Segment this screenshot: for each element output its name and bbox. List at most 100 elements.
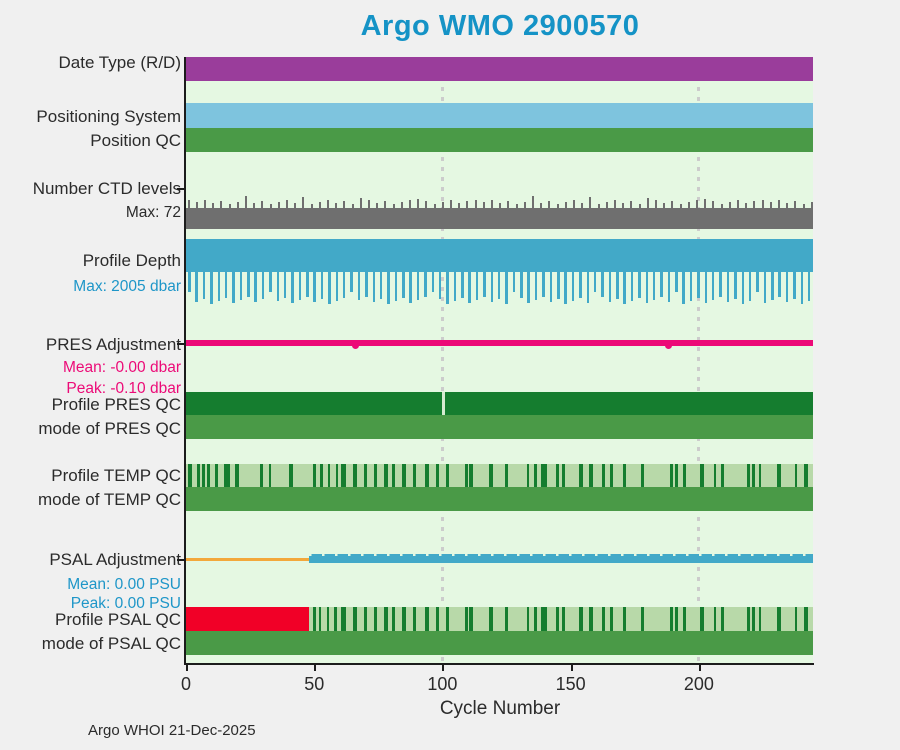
ctd-tick <box>244 196 248 208</box>
qc-flag-stripe <box>445 463 450 487</box>
x-tick <box>570 665 573 671</box>
qc-flag-stripe <box>713 463 717 487</box>
depth-line <box>202 271 206 299</box>
row-label-position_qc: Position QC <box>90 131 181 150</box>
depth-line <box>771 271 774 300</box>
ctd-tick <box>449 200 453 208</box>
qc-flag-stripe <box>489 607 493 631</box>
number_ctd_levels-bar <box>186 208 813 229</box>
position_qc-bar <box>186 128 813 152</box>
qc-flag-stripe <box>384 607 388 631</box>
depth-line <box>446 271 449 304</box>
depth-line <box>756 271 759 292</box>
qc-flag-stripe <box>747 463 750 487</box>
ctd-tick <box>622 203 625 208</box>
qc-flag-stripe <box>425 463 429 487</box>
row-sublabel-psal_adjustment: Mean: 0.00 PSU <box>67 576 181 593</box>
depth-line <box>328 271 331 304</box>
depth-line <box>785 271 789 302</box>
row-label-profile_pres_qc: Profile PRES QC <box>51 395 181 414</box>
qc-flag-stripe <box>534 463 537 487</box>
depth-line <box>542 271 545 297</box>
qc-flag-stripe <box>340 607 346 631</box>
depth-line <box>431 271 435 292</box>
ctd-tick <box>720 204 723 208</box>
pres_adjustment-line <box>186 339 813 346</box>
qc-flag-stripe <box>412 607 416 631</box>
ctd-tick <box>663 203 666 208</box>
qc-flag-stripe <box>803 463 808 487</box>
depth-line <box>254 271 257 302</box>
qc-flag-stripe <box>402 463 406 487</box>
depth-line <box>557 271 560 299</box>
plot-area <box>186 57 813 663</box>
mode_pres_qc-bar <box>186 415 813 439</box>
qc-flag-stripe <box>721 463 724 487</box>
ctd-tick <box>441 202 444 208</box>
x-tick-label: 0 <box>180 674 191 694</box>
ctd-tick <box>425 201 428 208</box>
qc-flag-stripe <box>374 463 378 487</box>
depth-line <box>586 271 590 303</box>
depth-line <box>608 271 612 302</box>
qc-flag-stripe <box>312 607 316 631</box>
ctd-tick <box>745 203 748 208</box>
adjustment-dip <box>352 344 360 349</box>
ctd-tick <box>769 202 772 208</box>
depth-line <box>630 271 634 301</box>
qc-flag-stripe <box>776 463 781 487</box>
row-sublabel-pres_adjustment: Mean: -0.00 dbar <box>62 359 181 376</box>
qc-flag-stripe <box>392 463 395 487</box>
row-label-mode_temp_qc: mode of TEMP QC <box>38 490 181 509</box>
qc-flag-stripe <box>402 607 406 631</box>
depth-line <box>512 271 516 292</box>
depth-line <box>623 271 626 304</box>
depth-line <box>424 271 427 297</box>
qc-flag-stripe <box>384 463 388 487</box>
ctd-tick <box>294 203 297 208</box>
qc-flag-stripe <box>776 607 781 631</box>
qc-flag-stripe <box>622 463 627 487</box>
qc-flag-stripe <box>392 607 395 631</box>
ctd-tick <box>359 198 362 208</box>
ctd-tick <box>777 200 781 208</box>
qc-flag-stripe <box>268 463 272 487</box>
depth-line <box>726 271 730 302</box>
depth-line <box>505 271 508 304</box>
depth-line <box>306 271 309 297</box>
footer-credit: Argo WHOI 21-Dec-2025 <box>88 722 256 739</box>
row-label-positioning_system: Positioning System <box>36 107 181 126</box>
adjustment-dip <box>665 344 673 349</box>
qc-flag-stripe <box>465 463 468 487</box>
qc-flag-stripe <box>713 607 717 631</box>
depth-line <box>402 271 405 298</box>
row-sublabel-profile_depth: Max: 2005 dbar <box>73 278 181 295</box>
qc-flag-stripe <box>670 463 673 487</box>
qc-flag-stripe <box>589 463 593 487</box>
qc-flag-stripe <box>699 607 704 631</box>
depth-line <box>320 271 324 299</box>
depth-line <box>490 271 494 302</box>
depth-line <box>549 271 553 302</box>
depth-line <box>704 271 708 303</box>
depth-line <box>534 271 538 300</box>
ctd-tick <box>384 201 387 208</box>
qc-flag-stripe <box>794 463 798 487</box>
x-tick <box>442 665 445 671</box>
row-label-pres_adjustment: PRES Adjustment <box>45 335 181 354</box>
ctd-tick <box>187 200 190 208</box>
row-sublabel-pres_adjustment: Peak: -0.10 dbar <box>66 380 181 397</box>
ctd-tick <box>417 199 420 208</box>
qc-flag-stripe <box>207 463 210 487</box>
depth-line <box>675 271 678 292</box>
ctd-tick <box>433 204 436 208</box>
depth-line <box>453 271 457 301</box>
qc-flag-stripe <box>640 463 645 487</box>
ctd-tick <box>679 204 682 208</box>
qc-flag-stripe <box>794 607 798 631</box>
depth-line <box>365 271 368 297</box>
y-axis-tick <box>177 188 184 190</box>
qc-flag-stripe <box>353 463 358 487</box>
ctd-tick <box>564 202 567 208</box>
ctd-tick <box>638 204 641 208</box>
